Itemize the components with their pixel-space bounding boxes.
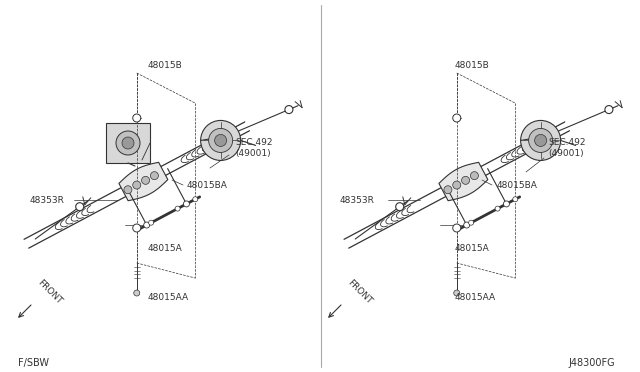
Text: 48015BA: 48015BA <box>187 180 228 189</box>
Circle shape <box>444 186 452 194</box>
Circle shape <box>534 134 547 147</box>
Text: 48015B: 48015B <box>148 61 183 70</box>
Circle shape <box>132 181 141 189</box>
Text: FRONT: FRONT <box>346 278 374 306</box>
Circle shape <box>193 197 198 202</box>
Circle shape <box>209 128 232 153</box>
Circle shape <box>452 224 461 232</box>
Text: 48015AA: 48015AA <box>148 294 189 302</box>
Circle shape <box>452 181 461 189</box>
Circle shape <box>464 222 470 228</box>
Text: 48353R: 48353R <box>30 196 65 205</box>
Text: 48353R: 48353R <box>340 196 375 205</box>
Polygon shape <box>119 162 168 201</box>
Circle shape <box>468 220 474 225</box>
Circle shape <box>452 114 461 122</box>
Text: 48015A: 48015A <box>148 244 183 253</box>
Text: 48015A: 48015A <box>455 244 490 253</box>
Circle shape <box>175 206 180 211</box>
Circle shape <box>144 222 150 228</box>
Circle shape <box>150 171 159 180</box>
Text: SEC.492
(49001): SEC.492 (49001) <box>235 138 273 158</box>
Circle shape <box>470 171 479 180</box>
Circle shape <box>148 220 154 225</box>
Polygon shape <box>439 162 488 201</box>
Circle shape <box>134 290 140 296</box>
Circle shape <box>116 131 140 155</box>
Circle shape <box>214 134 227 147</box>
Polygon shape <box>106 123 150 163</box>
Text: 48015B: 48015B <box>455 61 490 70</box>
Circle shape <box>141 176 150 185</box>
Text: 48015AA: 48015AA <box>455 294 496 302</box>
Circle shape <box>132 114 141 122</box>
Circle shape <box>184 201 189 207</box>
Text: J48300FG: J48300FG <box>568 358 615 368</box>
Circle shape <box>495 206 500 211</box>
Circle shape <box>520 121 561 160</box>
Circle shape <box>200 121 241 160</box>
Text: 48015BA: 48015BA <box>497 180 538 189</box>
Circle shape <box>529 128 552 153</box>
Circle shape <box>504 201 509 207</box>
Circle shape <box>76 203 84 211</box>
Circle shape <box>396 203 404 211</box>
Circle shape <box>285 106 293 113</box>
Circle shape <box>461 176 470 185</box>
Circle shape <box>605 106 613 113</box>
Circle shape <box>513 197 518 202</box>
Text: FRONT: FRONT <box>36 278 64 306</box>
Circle shape <box>454 290 460 296</box>
Circle shape <box>122 137 134 149</box>
Circle shape <box>124 186 132 194</box>
Text: SEC.492
(49001): SEC.492 (49001) <box>548 138 586 158</box>
Text: F/SBW: F/SBW <box>18 358 49 368</box>
Circle shape <box>132 224 141 232</box>
